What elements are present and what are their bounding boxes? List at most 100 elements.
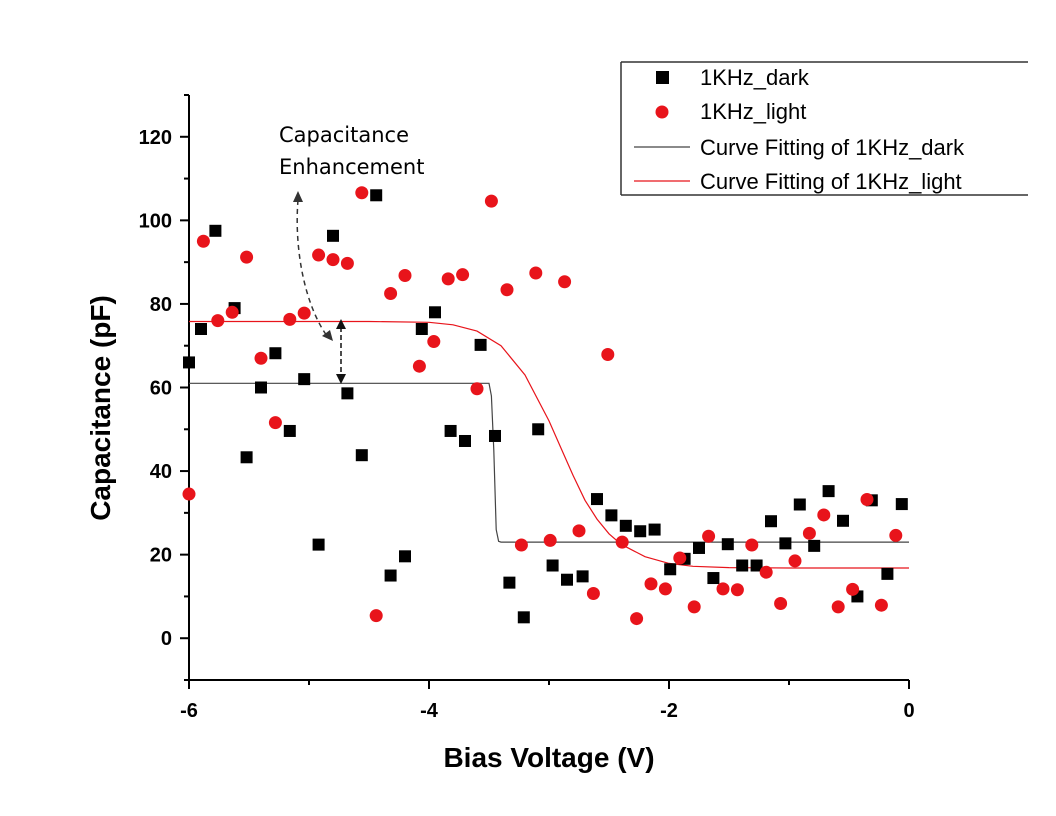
legend-label-fit-light: Curve Fitting of 1KHz_light [700,169,962,194]
light-point [702,529,716,543]
enhancement-arrowhead-bottom [336,374,346,384]
dark-point [721,538,734,551]
dark-point [881,567,894,580]
dark-point [693,541,705,554]
dark-point [664,563,677,576]
light-point [687,600,701,614]
dark-point [546,559,559,572]
y-tick-label: 60 [150,378,172,400]
light-point [470,382,484,396]
dark-point [765,515,777,528]
light-point [268,416,282,430]
dark-point [532,423,545,436]
light-point [601,347,615,361]
dark-point [183,356,195,369]
x-tick-label: -6 [180,700,198,722]
enhancement-arrowhead-top [336,319,346,329]
y-tick-label: 40 [150,461,172,483]
light-point [283,312,297,326]
dark-point [648,523,661,536]
light-point [817,508,831,522]
dark-point [489,429,501,442]
dark-point [808,539,821,552]
y-tick-label: 100 [139,210,172,232]
y-ticks: 0 20 40 60 80 100 120 [139,94,189,681]
dark-point [341,387,354,400]
light-point [889,528,903,542]
legend-label-dark: 1KHz_dark [700,65,810,90]
annotation-line-2: Enhancement [279,155,424,179]
dark-point [779,537,792,550]
light-point [182,487,196,501]
dark-point [429,306,441,319]
light-point [615,535,629,549]
legend-swatch-light [655,105,669,119]
dark-point [837,514,849,527]
legend-label-light: 1KHz_light [700,99,806,124]
light-point [846,582,860,596]
markers [182,186,908,626]
y-tick-label: 20 [150,545,172,567]
dark-point [503,576,516,589]
dark-point [283,424,296,437]
light-point [484,194,498,208]
fit-line-3 [189,320,909,569]
light-point [412,359,426,373]
light-point [456,268,470,282]
light-point [225,305,239,319]
dark-point [209,224,222,237]
dark-point [298,373,311,386]
light-point [802,526,816,540]
y-tick-label: 80 [150,294,172,316]
light-point [759,565,773,579]
light-point [644,577,658,591]
dark-point [370,189,383,202]
light-point [874,598,888,612]
dark-point [591,493,603,506]
light-point [572,524,586,538]
fit-line-2 [189,382,909,543]
dark-point [195,323,207,335]
dark-point [240,451,253,464]
light-point [441,272,455,286]
light-point [211,314,225,328]
dark-point [415,323,428,335]
light-point [745,538,759,552]
annotation: Capacitance Enhancement [279,123,424,384]
light-point [240,250,254,264]
dark-point [517,611,530,624]
dark-point [605,509,618,522]
y-axis-title: Capacitance (pF) [85,295,116,521]
light-point [730,583,744,597]
light-point [831,600,845,614]
x-tick-label: -4 [420,700,439,722]
dark-point [561,573,573,586]
dark-point [327,229,339,242]
legend-swatch-dark [656,71,669,84]
dark-point [444,424,457,437]
light-point [774,597,788,611]
light-point [340,256,354,270]
light-point [788,554,802,568]
light-point [427,335,441,349]
dark-point [634,525,647,538]
light-point [254,351,268,365]
annotation-arrowhead-down [322,330,333,341]
y-tick-label: 0 [161,628,172,650]
annotation-line-1: Capacitance [279,123,409,147]
dark-point [895,498,908,511]
light-point [529,266,543,280]
light-point [398,269,412,283]
light-point [369,609,383,623]
dark-point [255,381,267,394]
annotation-arrowhead-up [293,191,303,202]
dark-point [459,434,471,447]
y-tick-label: 120 [139,127,172,149]
dark-point [474,338,487,351]
dark-point [736,559,749,572]
legend: 1KHz_dark 1KHz_light Curve Fitting of 1K… [620,61,1028,196]
light-point [355,186,369,200]
fit-lines [189,320,909,569]
light-point [326,253,340,267]
